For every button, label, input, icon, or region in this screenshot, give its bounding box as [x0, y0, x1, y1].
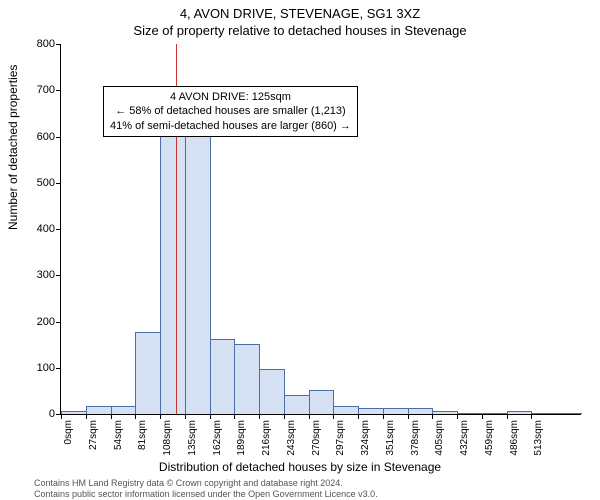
x-tick-mark	[457, 414, 458, 419]
y-tick-label: 100	[19, 362, 55, 374]
histogram-bar	[358, 408, 384, 414]
x-axis-label: Distribution of detached houses by size …	[0, 460, 600, 474]
y-tick-mark	[56, 137, 61, 138]
y-tick-mark	[56, 275, 61, 276]
x-tick-mark	[86, 414, 87, 419]
annotation-line: ← 58% of detached houses are smaller (1,…	[110, 104, 351, 118]
footer-line2: Contains public sector information licen…	[34, 489, 378, 499]
y-tick-label: 200	[19, 316, 55, 328]
x-tick-mark	[135, 414, 136, 419]
chart-subtitle: Size of property relative to detached ho…	[0, 21, 600, 38]
histogram-bar	[457, 413, 483, 414]
x-tick-mark	[160, 414, 161, 419]
y-tick-mark	[56, 368, 61, 369]
histogram-bar	[284, 395, 310, 415]
x-tick-mark	[111, 414, 112, 419]
histogram-bar	[259, 369, 285, 414]
histogram-bar	[507, 411, 533, 414]
x-tick-mark	[507, 414, 508, 419]
histogram-bar	[234, 344, 260, 414]
histogram-bar	[309, 390, 335, 414]
x-tick-mark	[408, 414, 409, 419]
x-tick-mark	[284, 414, 285, 419]
chart-title: 4, AVON DRIVE, STEVENAGE, SG1 3XZ	[0, 0, 600, 21]
chart-container: 4, AVON DRIVE, STEVENAGE, SG1 3XZ Size o…	[0, 0, 600, 500]
x-tick-mark	[185, 414, 186, 419]
footer-attribution: Contains HM Land Registry data © Crown c…	[34, 478, 378, 499]
x-tick-mark	[210, 414, 211, 419]
y-tick-label: 800	[19, 38, 55, 50]
histogram-bar	[383, 408, 409, 414]
x-tick-mark	[259, 414, 260, 419]
histogram-bar	[432, 411, 458, 414]
y-tick-mark	[56, 90, 61, 91]
y-tick-label: 500	[19, 177, 55, 189]
histogram-bar	[210, 339, 236, 414]
y-tick-label: 600	[19, 131, 55, 143]
x-tick-mark	[358, 414, 359, 419]
annotation-box: 4 AVON DRIVE: 125sqm← 58% of detached ho…	[103, 86, 358, 137]
y-tick-label: 300	[19, 269, 55, 281]
histogram-bar	[185, 110, 211, 414]
x-tick-mark	[482, 414, 483, 419]
y-axis-label: Number of detached properties	[6, 65, 20, 230]
histogram-bar	[482, 413, 508, 414]
annotation-line: 4 AVON DRIVE: 125sqm	[110, 90, 351, 104]
plot-area: 01002003004005006007008000sqm27sqm54sqm8…	[60, 44, 581, 415]
x-tick-mark	[309, 414, 310, 419]
histogram-bar	[111, 406, 137, 414]
annotation-line: 41% of semi-detached houses are larger (…	[110, 119, 351, 133]
y-tick-mark	[56, 183, 61, 184]
histogram-bar	[531, 413, 557, 414]
x-tick-mark	[432, 414, 433, 419]
y-tick-mark	[56, 44, 61, 45]
histogram-bar	[408, 408, 434, 414]
y-tick-label: 0	[19, 408, 55, 420]
y-tick-label: 700	[19, 84, 55, 96]
x-tick-mark	[61, 414, 62, 419]
y-tick-label: 400	[19, 223, 55, 235]
x-tick-mark	[531, 414, 532, 419]
histogram-bar	[556, 413, 582, 414]
histogram-bar	[160, 129, 186, 414]
x-tick-mark	[333, 414, 334, 419]
x-tick-mark	[234, 414, 235, 419]
histogram-bar	[333, 406, 359, 414]
histogram-bar	[135, 332, 161, 414]
histogram-bar	[86, 406, 112, 414]
y-tick-mark	[56, 229, 61, 230]
y-tick-mark	[56, 322, 61, 323]
footer-line1: Contains HM Land Registry data © Crown c…	[34, 478, 378, 488]
histogram-bar	[61, 411, 87, 414]
x-tick-mark	[383, 414, 384, 419]
